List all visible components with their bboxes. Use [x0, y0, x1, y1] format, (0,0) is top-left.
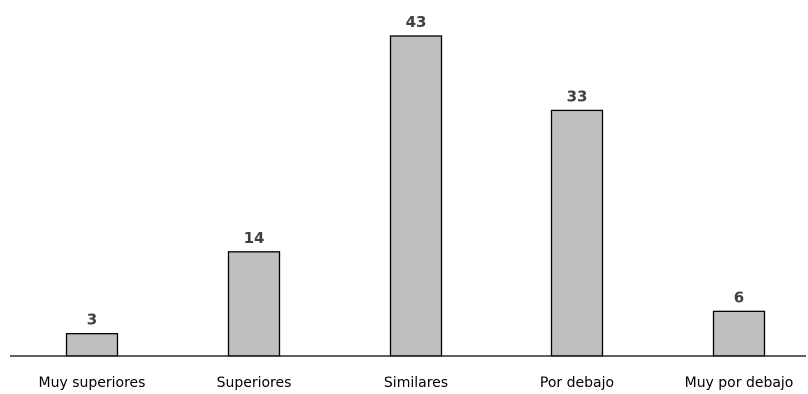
data-label-5: 6 [734, 288, 744, 306]
data-label-1: 3 [87, 311, 97, 329]
category-label-1: Muy superiores [39, 375, 146, 391]
category-label-3: Similares [384, 375, 448, 391]
category-label-2: Superiores [217, 375, 292, 391]
category-label-4: Por debajo [540, 375, 614, 391]
bar-1 [65, 333, 119, 357]
bar-3 [389, 35, 443, 357]
data-label-4: 33 [567, 87, 588, 105]
bar-4 [550, 109, 604, 357]
data-label-2: 14 [244, 229, 265, 247]
data-label-3: 43 [406, 13, 427, 31]
bar-5 [712, 310, 766, 357]
value-labels-group: 3 14 43 33 6 [87, 13, 744, 329]
bars-group [65, 35, 766, 357]
category-label-5: Muy por debajo [685, 375, 794, 391]
category-labels-group: Muy superiores Superiores Similares Por deb… [39, 375, 794, 391]
bar-2 [227, 251, 281, 357]
